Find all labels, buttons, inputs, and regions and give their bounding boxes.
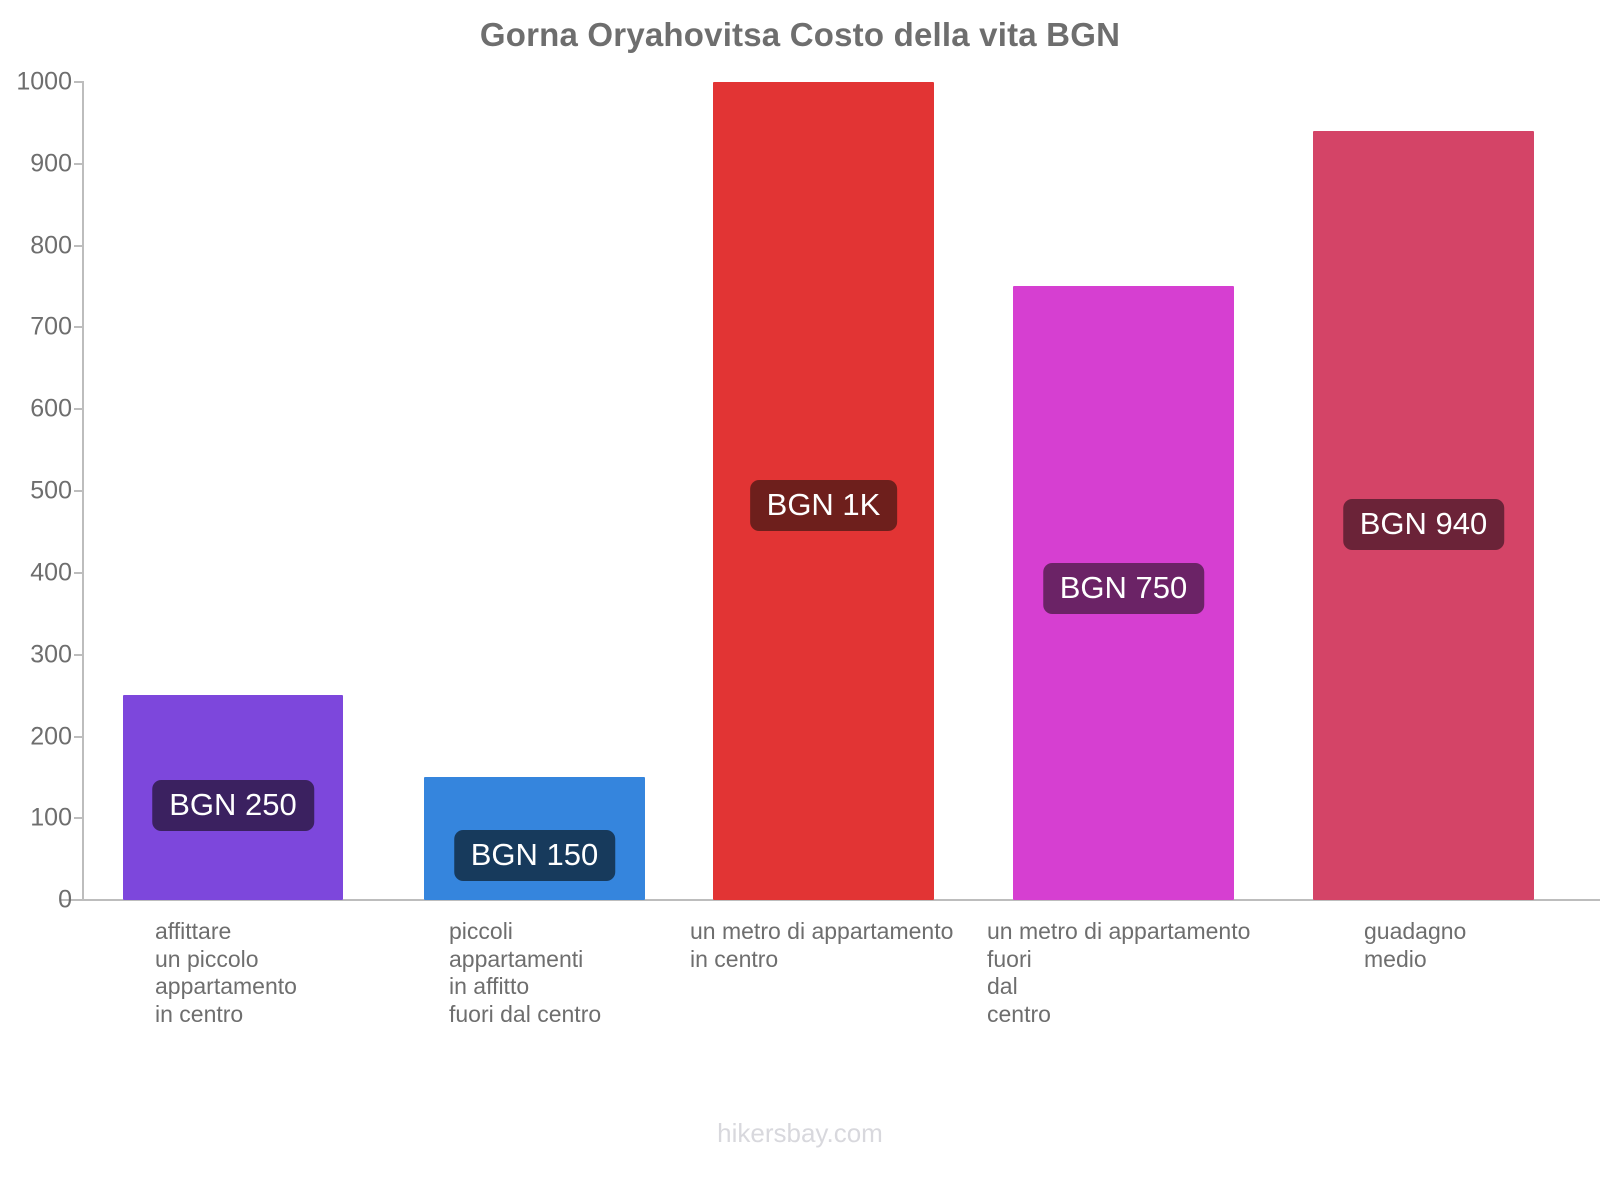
x-axis-line [60, 899, 1600, 901]
watermark: hikersbay.com [717, 1118, 883, 1148]
x-axis-category-label-line: un piccolo [155, 945, 259, 972]
y-axis-tick-mark [74, 490, 84, 492]
y-axis-tick-label: 900 [30, 149, 72, 178]
y-axis-tick-label: 400 [30, 558, 72, 587]
y-axis-tick-label: 100 [30, 803, 72, 832]
x-axis-category-label: piccoli appartamenti in affitto fuori dal c… [449, 918, 601, 1028]
x-axis-category-label-line: dal [987, 973, 1018, 999]
y-axis-tick-label: 700 [30, 312, 72, 341]
y-axis-tick-label: 300 [30, 640, 72, 669]
x-axis-category-label-line: in affitto [449, 973, 530, 999]
y-axis-tick-label: 600 [30, 394, 72, 423]
x-axis-category-label-line: piccoli [449, 918, 513, 944]
x-axis-category-label: un metro di appartamento in centro [690, 918, 953, 973]
x-axis-category-label-line: un metro di appartamento [987, 918, 1251, 944]
y-axis-tick-mark [74, 899, 84, 901]
y-axis-tick-mark [74, 81, 84, 83]
bar-value-label: BGN 750 [1042, 563, 1205, 614]
y-axis-tick-mark [74, 572, 84, 574]
x-axis-category-label-line: in centro [155, 1000, 244, 1027]
x-axis-category-label-line: affittare [155, 918, 232, 944]
x-axis-category-label: guadagno medio [1364, 918, 1466, 973]
y-axis-tick-mark [74, 163, 84, 165]
bar-value-label: BGN 940 [1342, 499, 1505, 550]
y-axis-tick-label: 200 [30, 722, 72, 751]
bar-value-label: BGN 150 [453, 830, 616, 881]
y-axis-tick-label: 0 [58, 885, 72, 914]
y-axis-tick-mark [74, 654, 84, 656]
y-axis-tick-mark [74, 817, 84, 819]
y-axis-tick-mark [74, 245, 84, 247]
y-axis-tick-mark [74, 326, 84, 328]
y-axis-tick-label: 1000 [16, 67, 72, 96]
y-axis-tick-label: 800 [30, 231, 72, 260]
chart-title: Gorna Oryahovitsa Costo della vita BGN [479, 16, 1121, 53]
x-axis-category-label-line: appartamento [155, 973, 297, 999]
x-axis-category-label-line: fuori dal centro [449, 1000, 602, 1027]
x-axis-category-label-line: appartamenti [449, 945, 584, 972]
y-axis-tick-mark [74, 736, 84, 738]
x-axis-category-label-line: fuori [987, 945, 1032, 972]
bar-value-label: BGN 1K [749, 480, 898, 531]
x-axis-category-label: un metro di appartamento fuori dal centro [987, 918, 1250, 1028]
x-axis-category-label-line: centro [987, 1000, 1051, 1027]
y-axis-tick-label: 500 [30, 476, 72, 505]
x-axis-category-label-line: guadagno [1364, 918, 1467, 944]
x-axis-category-label-line: medio [1364, 945, 1427, 972]
x-axis-category-label-line: un metro di appartamento [690, 918, 954, 944]
x-axis-category-label-line: in centro [690, 945, 779, 972]
x-axis-category-label: affittare un piccolo appartamento in centro [155, 918, 297, 1028]
y-axis-tick-mark [74, 408, 84, 410]
bar-value-label: BGN 250 [152, 780, 314, 831]
